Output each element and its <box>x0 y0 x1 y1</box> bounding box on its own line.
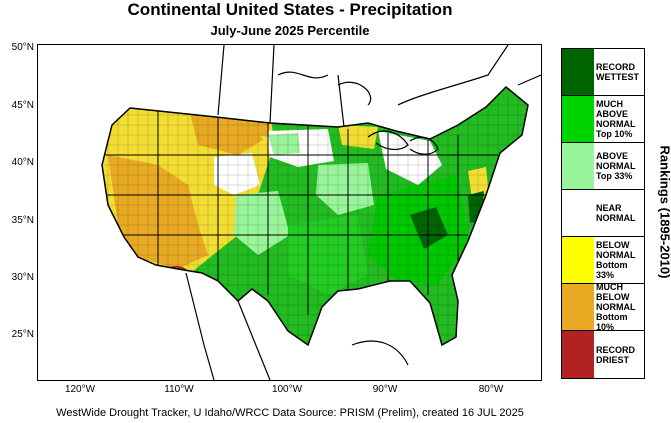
data-credit: WestWide Drought Tracker, U Idaho/WRCC D… <box>56 407 524 419</box>
legend-label: BELOW NORMAL Bottom 33% <box>596 240 636 280</box>
legend-label: RECORD WETTEST <box>596 62 639 82</box>
legend-item-below-normal: BELOW NORMAL Bottom 33% <box>562 237 644 284</box>
legend: RECORD WETTEST MUCH ABOVE NORMAL Top 10%… <box>561 48 645 379</box>
precip-shading <box>102 87 528 345</box>
legend-title: Rankings (1895-2010) <box>657 145 671 279</box>
legend-item-record-wettest: RECORD WETTEST <box>562 49 644 96</box>
lat-label-45: 45°N <box>11 100 34 111</box>
lon-label-120: 120°W <box>64 384 96 395</box>
lat-label-30: 30°N <box>11 272 34 283</box>
legend-swatch <box>562 190 594 236</box>
map-subtitle: July-June 2025 Percentile <box>210 23 370 38</box>
lon-label-90: 90°W <box>372 384 398 395</box>
lat-label-35: 35°N <box>11 215 34 226</box>
legend-item-above-normal: ABOVE NORMAL Top 33% <box>562 143 644 190</box>
lon-label-100: 100°W <box>271 384 303 395</box>
legend-item-much-below-normal: MUCH BELOW NORMAL Bottom 10% <box>562 282 644 332</box>
legend-swatch <box>562 331 594 378</box>
legend-item-record-driest: RECORD DRIEST <box>562 331 644 378</box>
legend-swatch <box>562 143 594 189</box>
legend-label: ABOVE NORMAL Top 33% <box>596 151 636 181</box>
lat-label-25: 25°N <box>11 329 34 340</box>
map-svg <box>38 45 541 380</box>
precipitation-map <box>37 44 542 381</box>
legend-label: NEAR NORMAL <box>596 203 636 223</box>
legend-label: MUCH ABOVE NORMAL Top 10% <box>596 99 636 139</box>
legend-swatch <box>562 237 594 283</box>
legend-label: MUCH BELOW NORMAL Bottom 10% <box>596 282 636 332</box>
legend-item-near-normal: NEAR NORMAL <box>562 190 644 237</box>
neighbor-boundaries <box>185 45 541 380</box>
legend-item-much-above-normal: MUCH ABOVE NORMAL Top 10% <box>562 96 644 143</box>
legend-label: RECORD DRIEST <box>596 344 636 365</box>
lon-label-110: 110°W <box>164 384 194 395</box>
us-outline <box>101 85 529 347</box>
lon-label-80: 80°W <box>478 384 504 395</box>
map-title: Continental United States - Precipitatio… <box>127 0 453 19</box>
lat-label-40: 40°N <box>11 157 34 168</box>
legend-swatch <box>562 284 594 330</box>
legend-swatch <box>562 49 594 95</box>
legend-swatch <box>562 96 594 142</box>
lat-label-50: 50°N <box>11 42 34 53</box>
